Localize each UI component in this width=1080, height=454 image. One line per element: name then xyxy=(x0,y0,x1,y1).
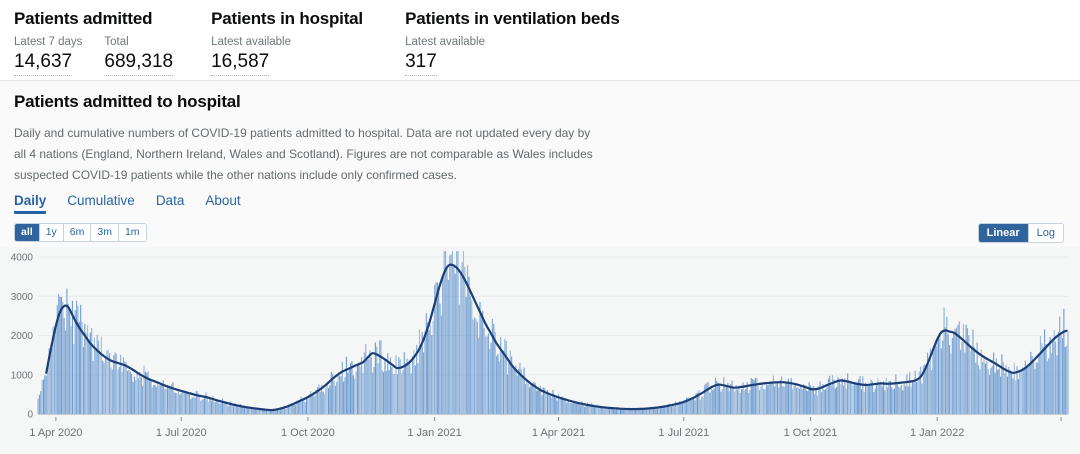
metric-latest-7-days: Latest 7 days 14,637 xyxy=(14,36,82,76)
admissions-chart[interactable]: 1 Apr 2020 1 Jul 2020 1 Oct 2020 1 Jan 2021… xyxy=(0,247,1080,453)
tab-data[interactable]: Data xyxy=(155,193,185,208)
range-button-6m[interactable]: 6m xyxy=(63,224,92,241)
chart-controls: all 1y 6m 3m 1m Linear Log xyxy=(0,223,1080,243)
tab-about[interactable]: About xyxy=(205,193,241,208)
tab-cumulative[interactable]: Cumulative xyxy=(67,193,135,208)
metric-label: Latest available xyxy=(405,36,486,48)
stat-title: Patients in ventilation beds xyxy=(405,9,620,28)
svg-text:1 Jul 2021: 1 Jul 2021 xyxy=(658,427,709,439)
section-title: Patients admitted to hospital xyxy=(14,92,241,111)
range-button-1y[interactable]: 1y xyxy=(39,224,64,241)
metric-label: Latest 7 days xyxy=(14,36,83,48)
stat-patients-in-ventilation-beds: Patients in ventilation beds Latest avai… xyxy=(405,9,620,76)
tab-daily[interactable]: Daily xyxy=(14,193,47,214)
metric-value[interactable]: 689,318 xyxy=(104,51,174,76)
metric-label: Latest available xyxy=(211,36,292,48)
metric-latest-available: Latest available 317 xyxy=(405,36,485,76)
admissions-chart-svg: 1 Apr 2020 1 Jul 2020 1 Oct 2020 1 Jan 2021… xyxy=(11,251,1069,439)
stat-patients-admitted: Patients admitted Latest 7 days 14,637 T… xyxy=(14,9,195,76)
svg-text:1000: 1000 xyxy=(11,370,34,381)
svg-text:2000: 2000 xyxy=(11,331,34,342)
metric-label: Total xyxy=(104,36,129,48)
stat-title: Patients in hospital xyxy=(211,9,363,28)
metric-value[interactable]: 16,587 xyxy=(211,51,270,76)
admissions-section: Patients admitted to hospital Daily and … xyxy=(0,81,1080,454)
svg-text:1 Apr 2020: 1 Apr 2020 xyxy=(29,427,82,439)
stat-title: Patients admitted xyxy=(14,9,153,28)
svg-text:1 Jan 2022: 1 Jan 2022 xyxy=(910,427,964,439)
headline-stats: Patients admitted Latest 7 days 14,637 T… xyxy=(0,0,1080,81)
metric-value[interactable]: 317 xyxy=(405,51,437,76)
range-button-3m[interactable]: 3m xyxy=(91,224,119,241)
svg-text:4000: 4000 xyxy=(11,253,34,264)
chart-tabs: Daily Cumulative Data About xyxy=(0,193,1080,214)
scale-button-log[interactable]: Log xyxy=(1028,224,1063,242)
svg-text:1 Jan 2021: 1 Jan 2021 xyxy=(407,427,461,439)
metric-latest-available: Latest available 16,587 xyxy=(211,36,291,76)
scale-button-linear[interactable]: Linear xyxy=(978,224,1029,242)
svg-text:1 Apr 2021: 1 Apr 2021 xyxy=(532,427,585,439)
metric-value[interactable]: 14,637 xyxy=(14,51,73,76)
section-description: Daily and cumulative numbers of COVID-19… xyxy=(14,126,593,182)
svg-text:1 Jul 2020: 1 Jul 2020 xyxy=(156,427,207,439)
svg-text:0: 0 xyxy=(27,410,33,421)
svg-text:1 Oct 2020: 1 Oct 2020 xyxy=(281,427,335,439)
svg-text:1 Oct 2021: 1 Oct 2021 xyxy=(784,427,838,439)
range-button-all[interactable]: all xyxy=(15,224,40,241)
scale-toggle: Linear Log xyxy=(977,223,1064,243)
range-button-1m[interactable]: 1m xyxy=(118,224,146,241)
range-selector: all 1y 6m 3m 1m xyxy=(14,223,147,242)
svg-text:3000: 3000 xyxy=(11,292,34,303)
metric-total: Total 689,318 xyxy=(104,36,174,76)
stat-patients-in-hospital: Patients in hospital Latest available 16… xyxy=(211,9,389,76)
